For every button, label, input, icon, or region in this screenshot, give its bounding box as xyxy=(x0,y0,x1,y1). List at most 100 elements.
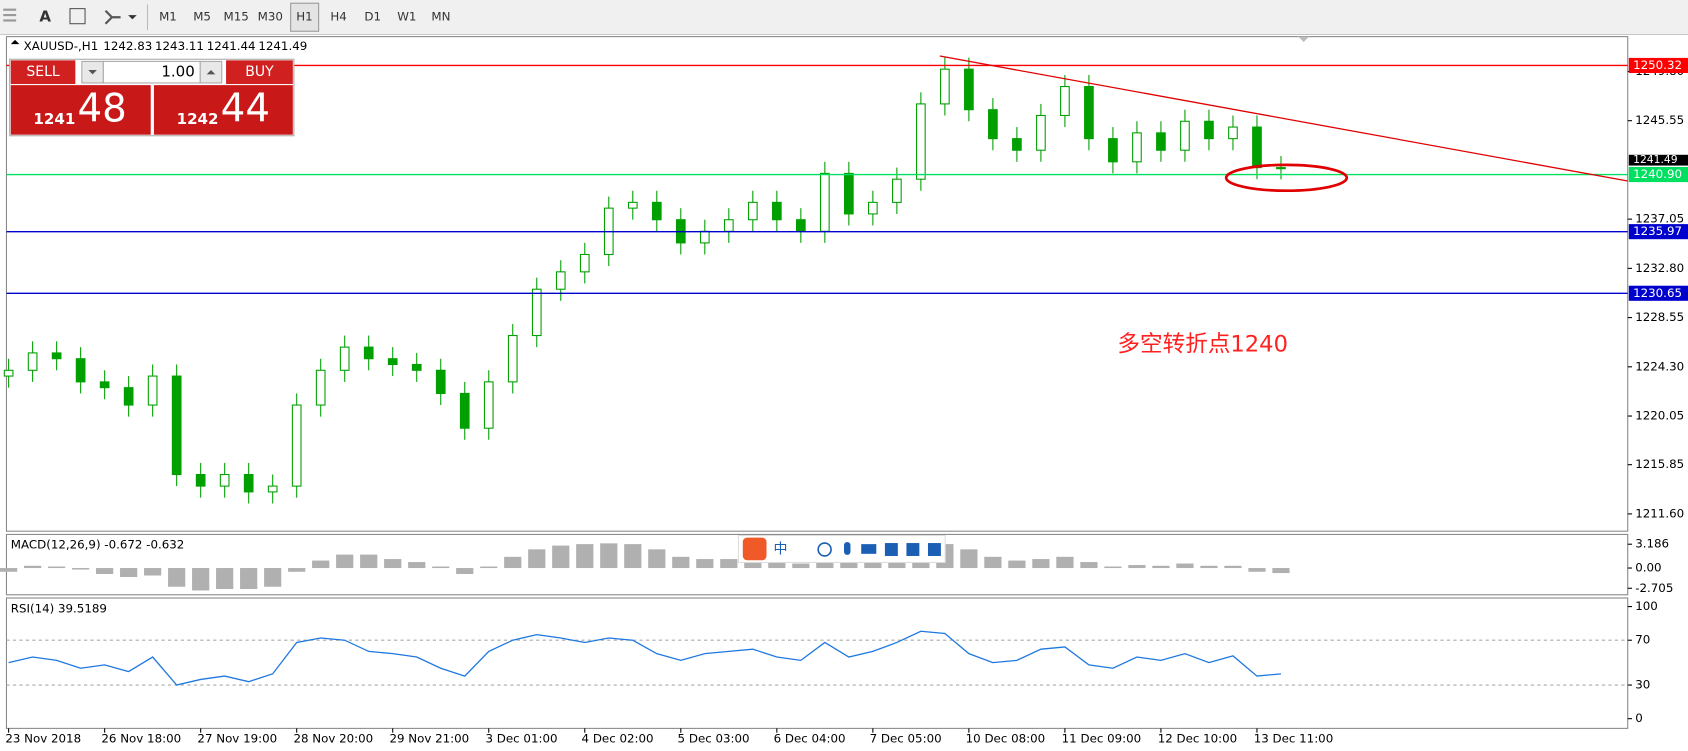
macd-bar xyxy=(288,568,306,572)
ime-logo[interactable] xyxy=(742,537,767,561)
candle-body xyxy=(315,369,326,406)
current-price: 1241.49 xyxy=(1633,153,1678,166)
candle-body xyxy=(964,68,974,111)
macd-bar xyxy=(1008,560,1026,569)
macd-bar xyxy=(960,549,978,569)
collapse-icon[interactable] xyxy=(10,39,20,45)
macd-bar xyxy=(120,568,138,578)
macd-bar xyxy=(768,560,786,569)
level-label: 1230.65 xyxy=(1633,286,1682,300)
ime-mode[interactable]: 中 xyxy=(773,542,787,558)
dropdown[interactable] xyxy=(128,15,137,20)
lot-value: 1.00 xyxy=(161,63,195,81)
sell-price: 1241 xyxy=(33,110,75,128)
macd-bar xyxy=(1152,565,1170,569)
toolbar xyxy=(0,0,1688,35)
y-tick-label: 30 xyxy=(1635,678,1650,692)
ime-icon[interactable] xyxy=(884,543,898,556)
candle-body xyxy=(1156,132,1166,151)
candle-body xyxy=(723,219,734,232)
label-tool[interactable] xyxy=(69,8,86,25)
selected-timeframe xyxy=(290,2,320,32)
macd-bar xyxy=(1032,559,1050,569)
candle-body xyxy=(747,201,758,221)
candle-body xyxy=(1228,126,1238,140)
sell-label: SELL xyxy=(26,64,60,80)
candle-body xyxy=(579,253,590,273)
macd-bar xyxy=(840,560,858,569)
macd-bar xyxy=(864,560,882,569)
candle-body xyxy=(1084,85,1094,140)
buy-price-box[interactable] xyxy=(153,85,293,135)
x-tick-label: 29 Nov 21:00 xyxy=(389,732,469,746)
timeframe-button[interactable]: D1 xyxy=(364,10,381,24)
macd-bar xyxy=(240,568,258,589)
shapes-tool[interactable] xyxy=(104,10,121,25)
y-tick-label: 1245.55 xyxy=(1635,113,1684,127)
y-tick-label: 70 xyxy=(1635,633,1650,647)
level-label: 1240.90 xyxy=(1633,167,1682,181)
candle-body xyxy=(291,404,302,487)
level-label-bg xyxy=(1628,57,1688,73)
text-tool[interactable]: A xyxy=(39,8,51,26)
candle-body xyxy=(916,103,926,180)
candle-body xyxy=(1204,120,1214,140)
level-label: 1250.32 xyxy=(1633,58,1682,72)
candle-body xyxy=(531,288,542,337)
timeframe-button[interactable]: H4 xyxy=(330,10,346,24)
timeframe-button[interactable]: W1 xyxy=(397,10,416,24)
macd-bar xyxy=(144,568,162,576)
buy-button[interactable] xyxy=(226,60,293,85)
macd-bar xyxy=(384,559,402,569)
candle-body xyxy=(99,381,110,389)
candle-body xyxy=(147,375,158,406)
candle-body xyxy=(1132,132,1142,163)
macd-bar xyxy=(744,558,762,569)
ime-icon[interactable] xyxy=(844,541,851,555)
x-axis: 23 Nov 2018 26 Nov 18:00 27 Nov 19:00 28 No… xyxy=(5,728,1333,746)
timeframe-button[interactable]: M1 xyxy=(159,10,177,24)
candle-body xyxy=(171,375,182,476)
rsi-panel xyxy=(5,597,1629,729)
candle-body xyxy=(1276,167,1286,170)
macd-bar xyxy=(336,554,354,569)
macd-bar xyxy=(1080,562,1098,569)
x-tick-label: 26 Nov 18:00 xyxy=(101,732,181,746)
macd-bar xyxy=(1224,565,1242,569)
buy-price: 1242 xyxy=(177,110,219,128)
level-label-bg xyxy=(1628,167,1688,183)
ime-icon[interactable] xyxy=(927,543,941,556)
sell-pips: 48 xyxy=(78,86,127,131)
macd-bar xyxy=(360,554,378,569)
timeframe-button[interactable]: M30 xyxy=(258,10,283,24)
candle-body xyxy=(1036,114,1046,151)
ime-icon[interactable] xyxy=(861,544,877,554)
x-tick-label: 3 Dec 01:00 xyxy=(486,732,558,746)
timeframe-button[interactable]: MN xyxy=(431,10,450,24)
timeframe-button[interactable]: M5 xyxy=(193,10,211,24)
timeframe-button[interactable]: H1 xyxy=(296,10,312,24)
x-tick-label: 23 Nov 2018 xyxy=(5,732,81,746)
sell-price-box[interactable] xyxy=(10,85,151,135)
candle-body xyxy=(868,201,878,215)
candle-body xyxy=(219,473,230,487)
macd-bar xyxy=(192,568,210,591)
sell-button[interactable] xyxy=(10,60,76,85)
main-chart: 1211.60 1215.85 1220.05 1224.30 1228.55 1232.… xyxy=(3,57,1688,520)
quote-value: 1242.83 xyxy=(103,39,152,53)
ime-icon[interactable] xyxy=(817,542,832,557)
candle-body xyxy=(267,485,278,493)
x-tick-label: 27 Nov 19:00 xyxy=(197,732,277,746)
rsi-chart: 100 70 30 0 xyxy=(6,599,1658,725)
macd-bar xyxy=(984,556,1002,569)
candle-body xyxy=(195,473,206,487)
candle-body xyxy=(699,230,710,244)
timeframe-button[interactable]: M15 xyxy=(224,10,249,24)
macd-bar xyxy=(24,565,42,569)
macd-bar xyxy=(1200,565,1218,569)
y-tick-label: 1224.30 xyxy=(1635,359,1684,373)
candle-body xyxy=(795,219,806,232)
candle-body xyxy=(651,201,662,221)
ime-icon[interactable] xyxy=(906,543,920,556)
